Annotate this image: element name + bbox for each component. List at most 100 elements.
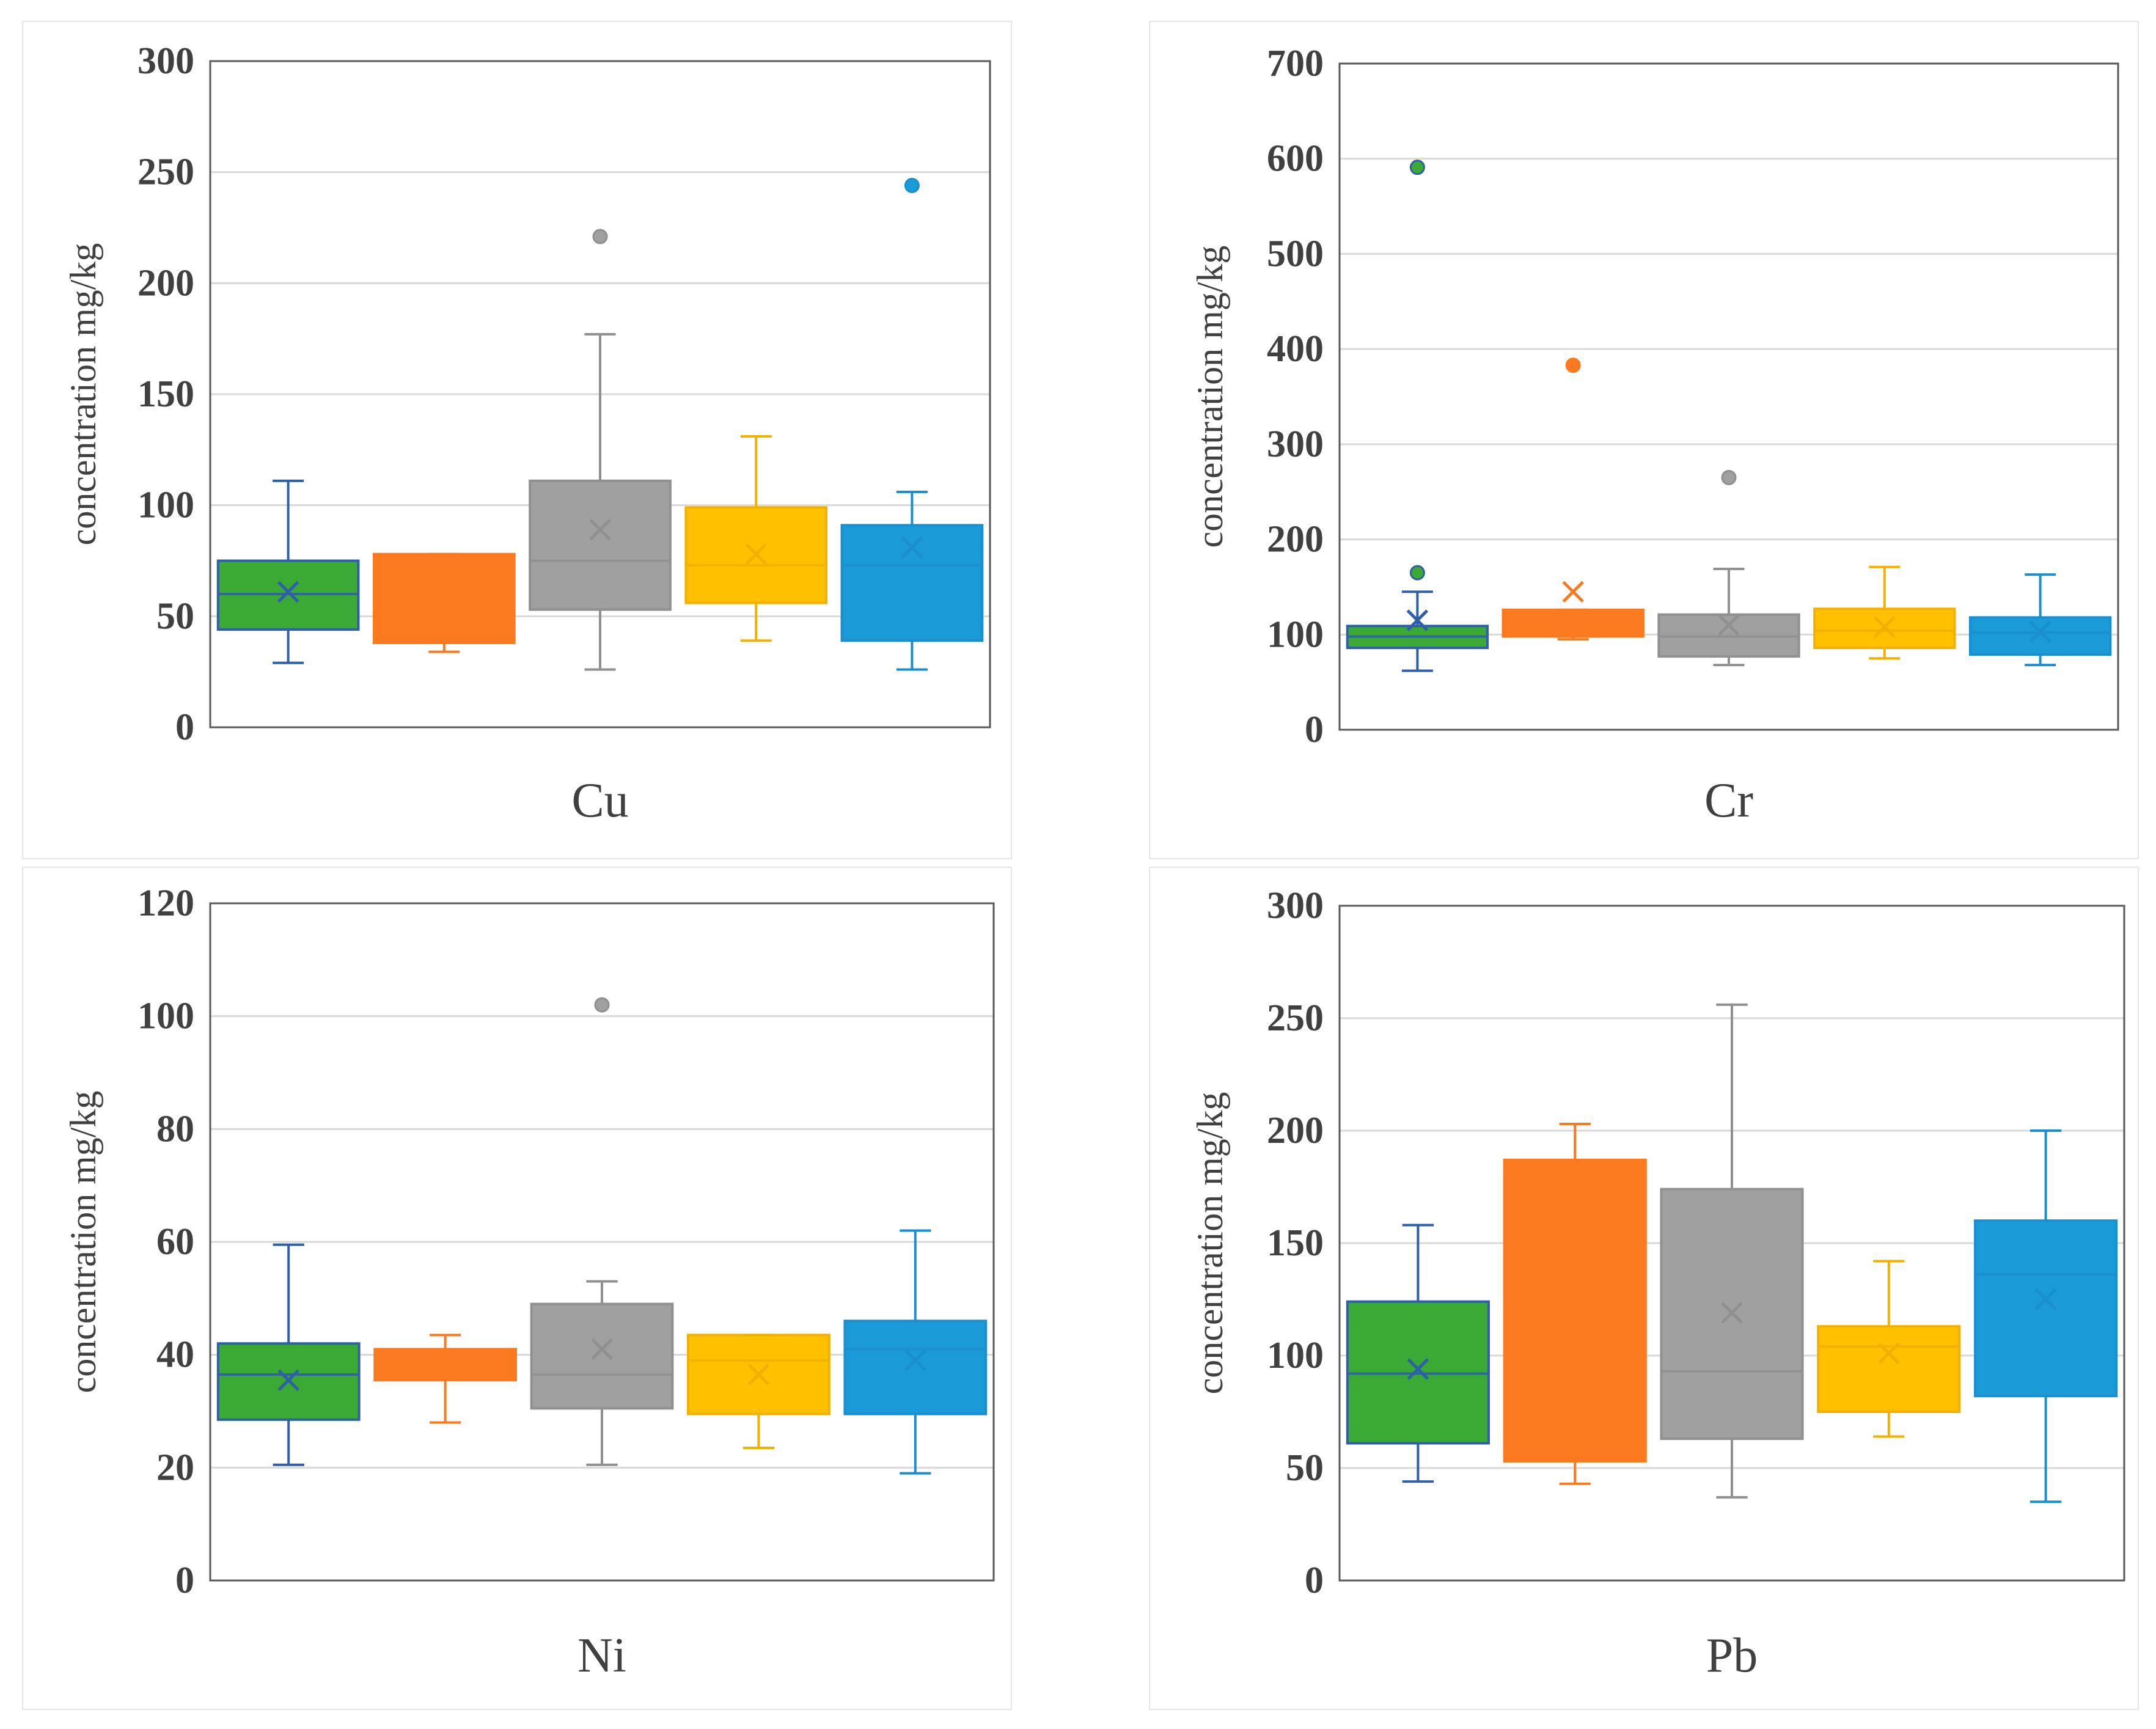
mean-marker [589,518,611,541]
mean-marker [1564,1329,1586,1351]
mean-marker [1721,1302,1743,1324]
mean-marker-stroke [277,1369,299,1391]
box-group [216,1243,361,1466]
chart-cr: 0 100 200 300 400 500 600 700 concentration mg/k… [1190,43,2119,828]
box-group [1813,565,1956,660]
iqr-box [1974,1219,2118,1398]
mean-marker [1718,614,1740,636]
mean-marker-stroke [1407,1358,1429,1380]
mean-marker [1562,581,1584,603]
mean-marker-stroke [1562,581,1584,603]
y-tick-label: 600 [1267,138,1324,180]
mean-marker [2029,620,2052,643]
mean-marker [747,1364,770,1386]
mean-marker [277,1369,299,1391]
plot-frame [209,902,995,1582]
y-tick-label: 0 [175,1560,194,1601]
outlier-point [1409,160,1425,175]
box-group [530,997,674,1466]
box-group [684,435,828,642]
chart-pb: 0 50 100 150 200 250 300 concentration mg/kg Pb [1190,885,2125,1683]
mean-marker-stroke [1406,609,1429,631]
mean-marker-stroke [2034,1288,2057,1310]
outlier-point [1409,565,1425,581]
y-tick-label: 80 [156,1108,194,1150]
box-group [1968,573,2112,667]
chart-ni: 0 20 40 60 80 100 120 concentration mg/kg Ni [63,883,995,1683]
y-tick-label: 60 [156,1221,194,1263]
mean-marker [2034,1288,2057,1310]
iqr-box [840,524,984,642]
y-tick-label: 100 [138,485,194,526]
iqr-box [1503,1158,1647,1463]
chart-panel-cu: 0 50 100 150 200 250 300 concentration mg/kg Cu [22,21,1012,859]
plot-frame [209,60,991,729]
outlier-point [904,177,920,193]
mean-marker [277,581,299,603]
mean-marker [1874,616,1896,638]
mean-marker-stroke [1874,616,1896,638]
iqr-box [1817,1325,1961,1413]
y-tick-label: 250 [138,152,194,193]
iqr-box [372,552,516,644]
box-group [843,1229,988,1475]
y-tick-label: 0 [1305,709,1324,751]
box-group [216,479,360,664]
box-group [373,1334,517,1424]
box-group [687,1334,831,1450]
y-tick-label: 700 [1267,43,1324,84]
chart-title: Cu [571,774,628,828]
box-group [840,177,984,671]
mean-marker-stroke [433,590,455,612]
y-tick-label: 300 [1267,424,1324,465]
y-axis-title: concentration mg/kg [1190,246,1230,548]
iqr-box [373,1348,517,1382]
mean-marker-stroke [589,518,611,541]
mean-marker [1407,1358,1429,1380]
y-tick-label: 250 [1267,997,1324,1039]
y-tick-label: 300 [1267,885,1324,927]
y-tick-label: 20 [156,1447,194,1488]
box-group [1974,1129,2118,1503]
iqr-box [1968,616,2112,656]
outlier-point [1565,358,1581,373]
box-group [1346,160,1489,672]
plot-frame [1338,62,2119,731]
iqr-box [843,1320,988,1415]
mean-marker-stroke [904,1349,926,1371]
mean-marker-stroke [277,581,299,603]
mean-marker-stroke [1721,1302,1743,1324]
chart-cu: 0 50 100 150 200 250 300 concentration mg/kg Cu [63,40,991,828]
y-tick-label: 40 [156,1334,194,1376]
y-axis-title: concentration mg/kg [1190,1092,1230,1395]
y-tick-label: 500 [1267,233,1324,274]
chart-title: Cr [1704,774,1753,828]
outlier-point [1721,469,1737,485]
y-tick-label: 100 [1267,614,1324,655]
mean-marker-stroke [434,1357,457,1380]
box-group [1817,1260,1961,1438]
iqr-box [529,479,672,611]
box-group [529,229,672,671]
mean-marker [745,543,767,565]
mean-marker [433,590,455,612]
chart-panel-pb: 0 50 100 150 200 250 300 concentration mg/kg Pb [1149,867,2139,1710]
box-group [1346,1224,1490,1483]
mean-marker [901,536,923,559]
outlier-point [592,229,608,244]
chart-title: Ni [578,1629,626,1683]
y-tick-label: 400 [1267,328,1324,370]
mean-marker-stroke [901,536,923,559]
mean-marker-stroke [2029,620,2052,643]
y-tick-label: 0 [1305,1560,1324,1601]
box-group [372,552,516,653]
plot-frame [1338,905,2125,1582]
mean-marker-stroke [591,1338,613,1360]
y-axis-title: concentration mg/kg [63,243,103,546]
y-axis-title: concentration mg/kg [63,1091,103,1393]
mean-marker-stroke [1564,1329,1586,1351]
y-tick-label: 120 [138,883,194,924]
chart-panel-ni: 0 20 40 60 80 100 120 concentration mg/kg Ni [22,867,1012,1710]
y-tick-label: 150 [1267,1222,1324,1264]
mean-marker [1878,1342,1900,1365]
